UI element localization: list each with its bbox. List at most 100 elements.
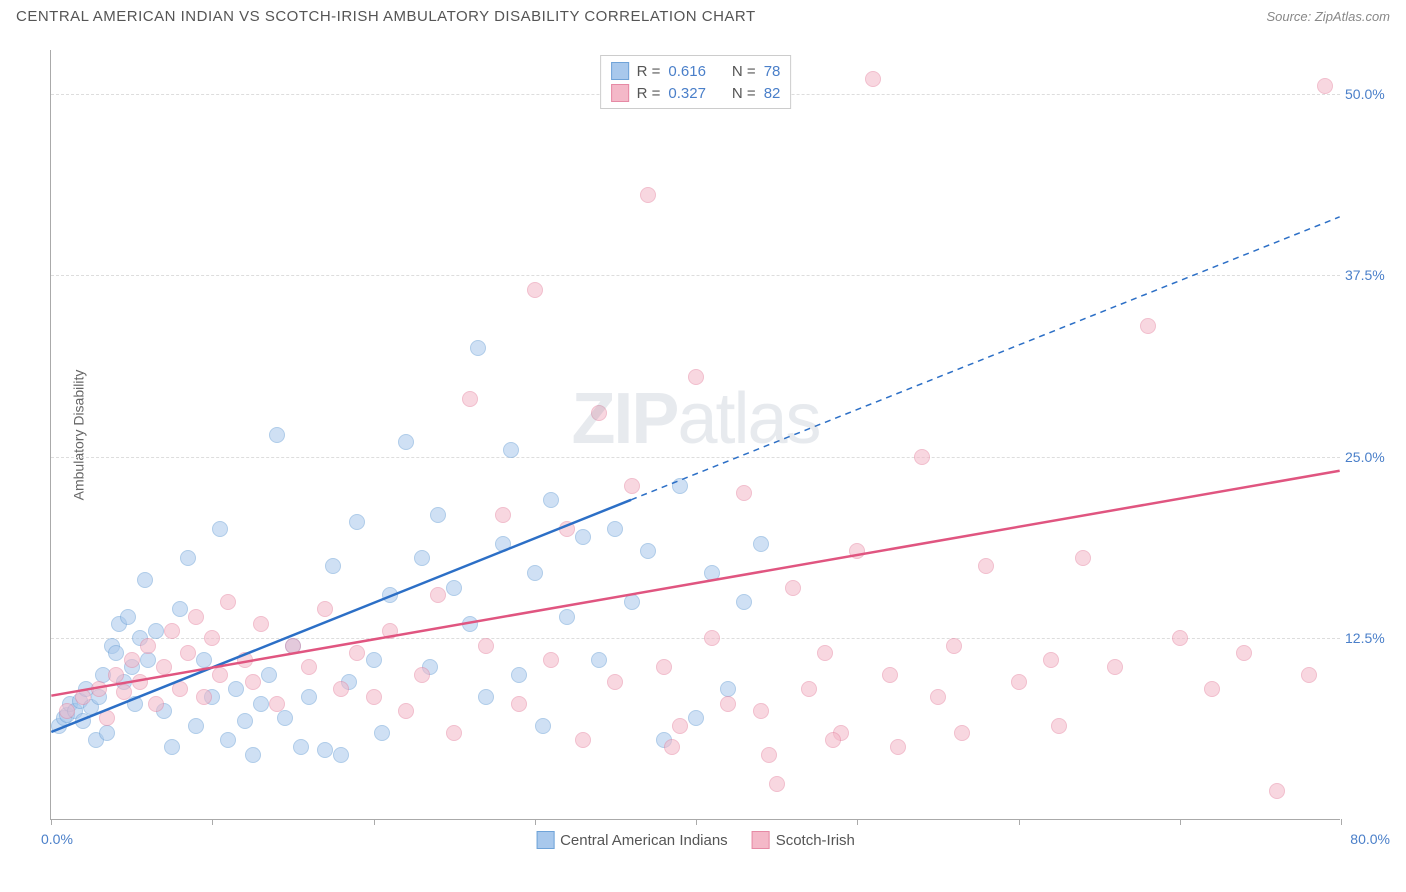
scatter-point	[527, 282, 543, 298]
scatter-point	[325, 558, 341, 574]
scatter-point	[220, 732, 236, 748]
scatter-point	[398, 703, 414, 719]
scatter-point	[656, 659, 672, 675]
scatter-point	[446, 580, 462, 596]
scatter-point	[188, 609, 204, 625]
scatter-point	[664, 739, 680, 755]
scatter-point	[108, 645, 124, 661]
scatter-point	[140, 638, 156, 654]
x-tick	[1019, 819, 1020, 825]
scatter-point	[317, 742, 333, 758]
scatter-point	[382, 623, 398, 639]
scatter-point	[180, 645, 196, 661]
grid-line	[51, 457, 1340, 458]
scatter-point	[204, 630, 220, 646]
scatter-point	[366, 652, 382, 668]
y-tick-label: 12.5%	[1345, 630, 1400, 646]
scatter-point	[575, 529, 591, 545]
x-tick	[51, 819, 52, 825]
scatter-point	[1051, 718, 1067, 734]
scatter-point	[172, 601, 188, 617]
stats-row-series1: R = 0.616 N = 78	[611, 60, 781, 82]
scatter-point	[688, 710, 704, 726]
scatter-point	[946, 638, 962, 654]
scatter-point	[148, 696, 164, 712]
grid-line	[51, 275, 1340, 276]
x-tick	[1341, 819, 1342, 825]
scatter-point	[430, 507, 446, 523]
regression-lines	[51, 50, 1340, 819]
scatter-point	[478, 638, 494, 654]
scatter-point	[446, 725, 462, 741]
scatter-point	[317, 601, 333, 617]
scatter-point	[478, 689, 494, 705]
scatter-point	[704, 630, 720, 646]
scatter-point	[253, 616, 269, 632]
scatter-point	[672, 478, 688, 494]
scatter-point	[414, 667, 430, 683]
scatter-point	[607, 521, 623, 537]
scatter-point	[237, 713, 253, 729]
scatter-point	[511, 696, 527, 712]
scatter-point	[914, 449, 930, 465]
scatter-point	[640, 543, 656, 559]
x-tick	[857, 819, 858, 825]
scatter-point	[277, 710, 293, 726]
scatter-point	[333, 747, 349, 763]
scatter-point	[59, 703, 75, 719]
scatter-point	[382, 587, 398, 603]
scatter-point	[1269, 783, 1285, 799]
source-attribution: Source: ZipAtlas.com	[1266, 9, 1390, 24]
legend-item-series2: Scotch-Irish	[752, 831, 855, 849]
scatter-point	[753, 703, 769, 719]
scatter-point	[559, 609, 575, 625]
y-tick-label: 37.5%	[1345, 267, 1400, 283]
scatter-point	[1075, 550, 1091, 566]
scatter-point	[785, 580, 801, 596]
scatter-point	[156, 659, 172, 675]
scatter-point	[930, 689, 946, 705]
scatter-point	[769, 776, 785, 792]
x-tick	[374, 819, 375, 825]
scatter-point	[624, 594, 640, 610]
scatter-point	[535, 718, 551, 734]
scatter-point	[212, 667, 228, 683]
scatter-point	[954, 725, 970, 741]
scatter-point	[495, 536, 511, 552]
x-axis-max-label: 80.0%	[1350, 831, 1390, 847]
scatter-point	[132, 674, 148, 690]
scatter-point	[511, 667, 527, 683]
stats-row-series2: R = 0.327 N = 82	[611, 82, 781, 104]
scatter-point	[704, 565, 720, 581]
scatter-point	[736, 485, 752, 501]
scatter-point	[753, 536, 769, 552]
swatch-series2	[611, 84, 629, 102]
x-tick	[535, 819, 536, 825]
scatter-point	[1011, 674, 1027, 690]
scatter-point	[817, 645, 833, 661]
scatter-point	[470, 340, 486, 356]
scatter-point	[720, 696, 736, 712]
scatter-point	[1236, 645, 1252, 661]
scatter-point	[148, 623, 164, 639]
scatter-point	[301, 689, 317, 705]
scatter-point	[196, 652, 212, 668]
scatter-point	[1317, 78, 1333, 94]
scatter-point	[108, 667, 124, 683]
scatter-point	[430, 587, 446, 603]
scatter-point	[164, 739, 180, 755]
swatch-series1	[611, 62, 629, 80]
scatter-point	[462, 391, 478, 407]
scatter-point	[91, 681, 107, 697]
scatter-point	[253, 696, 269, 712]
bottom-legend: Central American Indians Scotch-Irish	[536, 831, 855, 849]
scatter-point	[688, 369, 704, 385]
scatter-point	[137, 572, 153, 588]
scatter-point	[882, 667, 898, 683]
x-tick	[696, 819, 697, 825]
scatter-point	[736, 594, 752, 610]
scatter-point	[1172, 630, 1188, 646]
scatter-point	[237, 652, 253, 668]
scatter-point	[212, 521, 228, 537]
scatter-point	[164, 623, 180, 639]
